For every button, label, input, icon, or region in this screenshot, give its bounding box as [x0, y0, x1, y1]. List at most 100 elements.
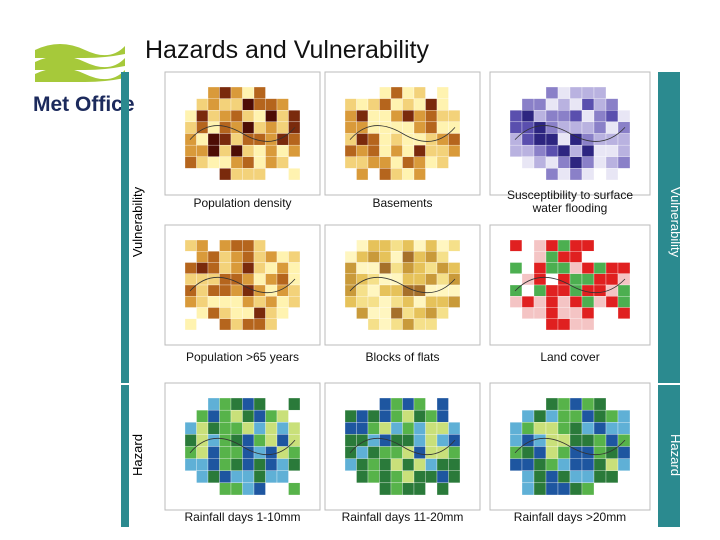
map-cell — [545, 98, 559, 111]
map-cell — [521, 156, 535, 169]
map-cell — [521, 144, 535, 157]
map-cell — [379, 144, 392, 157]
map-cell — [219, 86, 232, 99]
map-cell — [230, 98, 243, 111]
map-cell — [533, 110, 547, 123]
map-cell — [253, 318, 266, 331]
map-cell — [219, 470, 232, 484]
map-cell — [184, 318, 197, 331]
map-cell — [276, 458, 289, 471]
map-cell — [288, 397, 301, 411]
map-cell — [581, 296, 595, 308]
map-cell — [367, 434, 380, 447]
map-cell — [265, 144, 278, 157]
map-cell — [390, 446, 403, 459]
map-cell — [344, 409, 357, 423]
map-cell — [402, 251, 415, 263]
map-cell — [593, 296, 607, 308]
map-cell — [242, 296, 255, 308]
map-cell — [557, 434, 571, 447]
map-cell — [379, 422, 392, 435]
map-cell — [253, 397, 266, 411]
map-cell — [207, 121, 220, 134]
map-cell — [242, 470, 255, 484]
map-cell — [413, 397, 426, 411]
map-cell — [230, 168, 243, 181]
map-cell — [288, 110, 301, 123]
map-cell — [367, 262, 380, 274]
map-cell — [425, 144, 438, 157]
map-cell — [196, 409, 209, 423]
map-cell — [402, 409, 415, 423]
map-cell — [379, 251, 392, 263]
map-cell — [230, 296, 243, 308]
map-cell — [545, 307, 559, 319]
map-cell — [242, 318, 255, 331]
map-cell — [219, 251, 232, 263]
map-cell — [367, 239, 380, 252]
map-cell — [448, 284, 461, 297]
map-cell — [390, 133, 403, 146]
map-cell — [402, 422, 415, 435]
map-cell — [521, 482, 535, 496]
map-cell — [569, 446, 583, 459]
map-cell — [509, 239, 523, 252]
map-cell — [207, 156, 220, 169]
map-cell — [196, 422, 209, 435]
side-label: Vulnerability — [130, 186, 145, 257]
map-cell — [219, 133, 232, 146]
map-cell — [390, 144, 403, 157]
map-cell — [521, 262, 535, 274]
map-cell — [425, 251, 438, 263]
map-cell — [593, 307, 607, 319]
map-cell — [436, 470, 449, 484]
map-cell — [521, 446, 535, 459]
map-cell — [379, 168, 392, 181]
map-cell — [448, 470, 461, 484]
map-boundary — [349, 125, 456, 142]
caption: Land cover — [540, 350, 599, 364]
map-cell — [253, 470, 266, 484]
map-cell — [344, 422, 357, 435]
map-cell — [413, 98, 426, 111]
map-cell — [557, 168, 571, 181]
map — [489, 382, 651, 511]
map-cell — [344, 121, 357, 134]
map-cell — [617, 262, 631, 274]
map-cell — [436, 144, 449, 157]
map-cell — [448, 262, 461, 274]
map-cell — [253, 482, 266, 496]
map-cell — [593, 110, 607, 123]
map-cell — [413, 307, 426, 319]
map-cell — [196, 446, 209, 459]
map-cell — [402, 434, 415, 447]
map-cell — [184, 156, 197, 169]
map-cell — [593, 121, 607, 134]
map-cell — [230, 482, 243, 496]
map-cell — [219, 482, 232, 496]
map-cell — [436, 397, 449, 411]
map-cell — [545, 397, 559, 411]
map-cell — [242, 251, 255, 263]
map-cell — [219, 296, 232, 308]
side-bar — [658, 385, 680, 527]
map-cell — [230, 422, 243, 435]
map-cell — [617, 284, 631, 297]
map-cell — [390, 98, 403, 111]
map-cell — [390, 168, 403, 181]
map-cell — [617, 307, 631, 319]
map-cell — [569, 121, 583, 134]
map-cell — [379, 470, 392, 484]
map-cell — [402, 307, 415, 319]
map-cell — [436, 422, 449, 435]
map-cell — [605, 156, 619, 169]
map-cell — [436, 110, 449, 123]
map-cell — [390, 121, 403, 134]
map-cell — [356, 98, 369, 111]
map-cell — [276, 296, 289, 308]
map-cell — [253, 251, 266, 263]
map-cell — [379, 458, 392, 471]
map-cell — [617, 458, 631, 471]
map-cell — [509, 434, 523, 447]
map-cell — [184, 434, 197, 447]
